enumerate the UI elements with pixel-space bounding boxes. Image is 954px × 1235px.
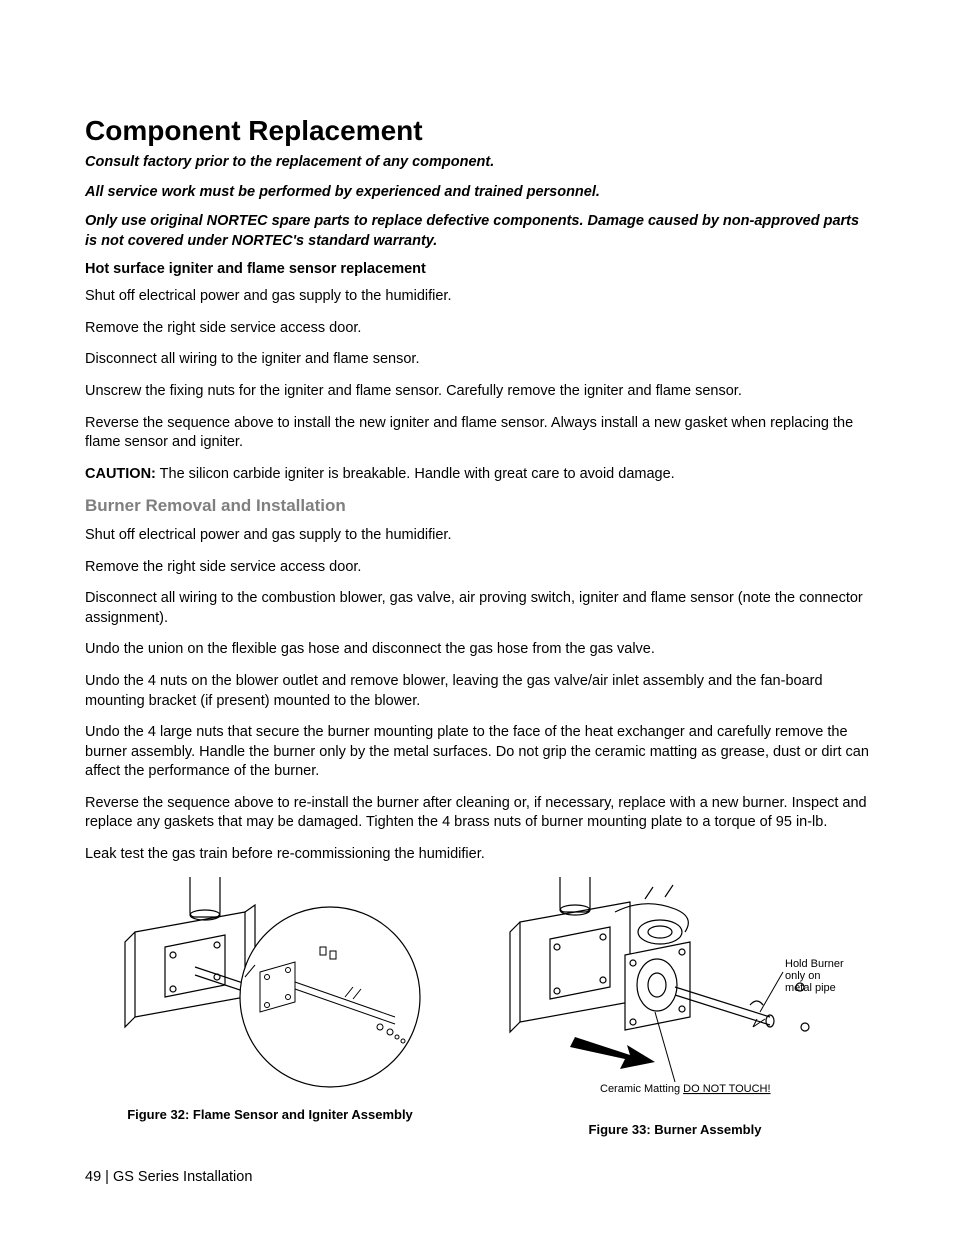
section2-p2: Remove the right side service access doo… (85, 558, 869, 578)
section2-p6: Undo the 4 large nuts that secure the bu… (85, 723, 869, 782)
fig33-annot-b1: Ceramic Matting (600, 1083, 683, 1095)
section2-p8: Leak test the gas train before re-commis… (85, 845, 869, 865)
figure-32-svg (95, 877, 445, 1097)
section2-p3: Disconnect all wiring to the combustion … (85, 589, 869, 628)
figure-32-image (85, 877, 455, 1097)
figure-33-caption: Figure 33: Burner Assembly (495, 1122, 855, 1137)
page-title: Component Replacement (85, 115, 869, 147)
section2-p4: Undo the union on the flexible gas hose … (85, 640, 869, 660)
caution-label: CAUTION: (85, 466, 156, 482)
caution-paragraph: CAUTION: The silicon carbide igniter is … (85, 465, 869, 485)
intro-note-3: Only use original NORTEC spare parts to … (85, 212, 869, 251)
section1-p2: Remove the right side service access doo… (85, 319, 869, 339)
section1-p3: Disconnect all wiring to the igniter and… (85, 350, 869, 370)
caution-text: The silicon carbide igniter is breakable… (156, 466, 675, 482)
figures-row: Figure 32: Flame Sensor and Igniter Asse… (85, 877, 869, 1137)
intro-note-2: All service work must be performed by ex… (85, 183, 869, 203)
figure-33-image: Hold Burner only on metal pipe Ceramic M… (495, 877, 855, 1112)
page-footer: 49 | GS Series Installation (85, 1169, 252, 1185)
section2-heading: Burner Removal and Installation (85, 496, 869, 516)
section1-p4: Unscrew the fixing nuts for the igniter … (85, 382, 869, 402)
fig33-annot-r3: metal pipe (785, 982, 836, 994)
section2-p7: Reverse the sequence above to re-install… (85, 794, 869, 833)
figure-32-col: Figure 32: Flame Sensor and Igniter Asse… (85, 877, 455, 1137)
section1-title: Hot surface igniter and flame sensor rep… (85, 261, 869, 277)
intro-note-1: Consult factory prior to the replacement… (85, 153, 869, 173)
section1-p5: Reverse the sequence above to install th… (85, 414, 869, 453)
svg-text:Ceramic Matting DO NOT TOUCH!: Ceramic Matting DO NOT TOUCH! (600, 1083, 771, 1095)
fig33-annot-b2: DO NOT TOUCH! (683, 1083, 770, 1095)
section2-p5: Undo the 4 nuts on the blower outlet and… (85, 672, 869, 711)
figure-32-caption: Figure 32: Flame Sensor and Igniter Asse… (85, 1107, 455, 1122)
section2-p1: Shut off electrical power and gas supply… (85, 526, 869, 546)
figure-33-svg: Hold Burner only on metal pipe Ceramic M… (505, 877, 845, 1112)
fig33-annot-r2: only on (785, 970, 820, 982)
section1-p1: Shut off electrical power and gas supply… (85, 287, 869, 307)
figure-33-col: Hold Burner only on metal pipe Ceramic M… (495, 877, 855, 1137)
fig33-annot-r1: Hold Burner (785, 958, 844, 970)
document-page: Component Replacement Consult factory pr… (0, 0, 954, 1235)
